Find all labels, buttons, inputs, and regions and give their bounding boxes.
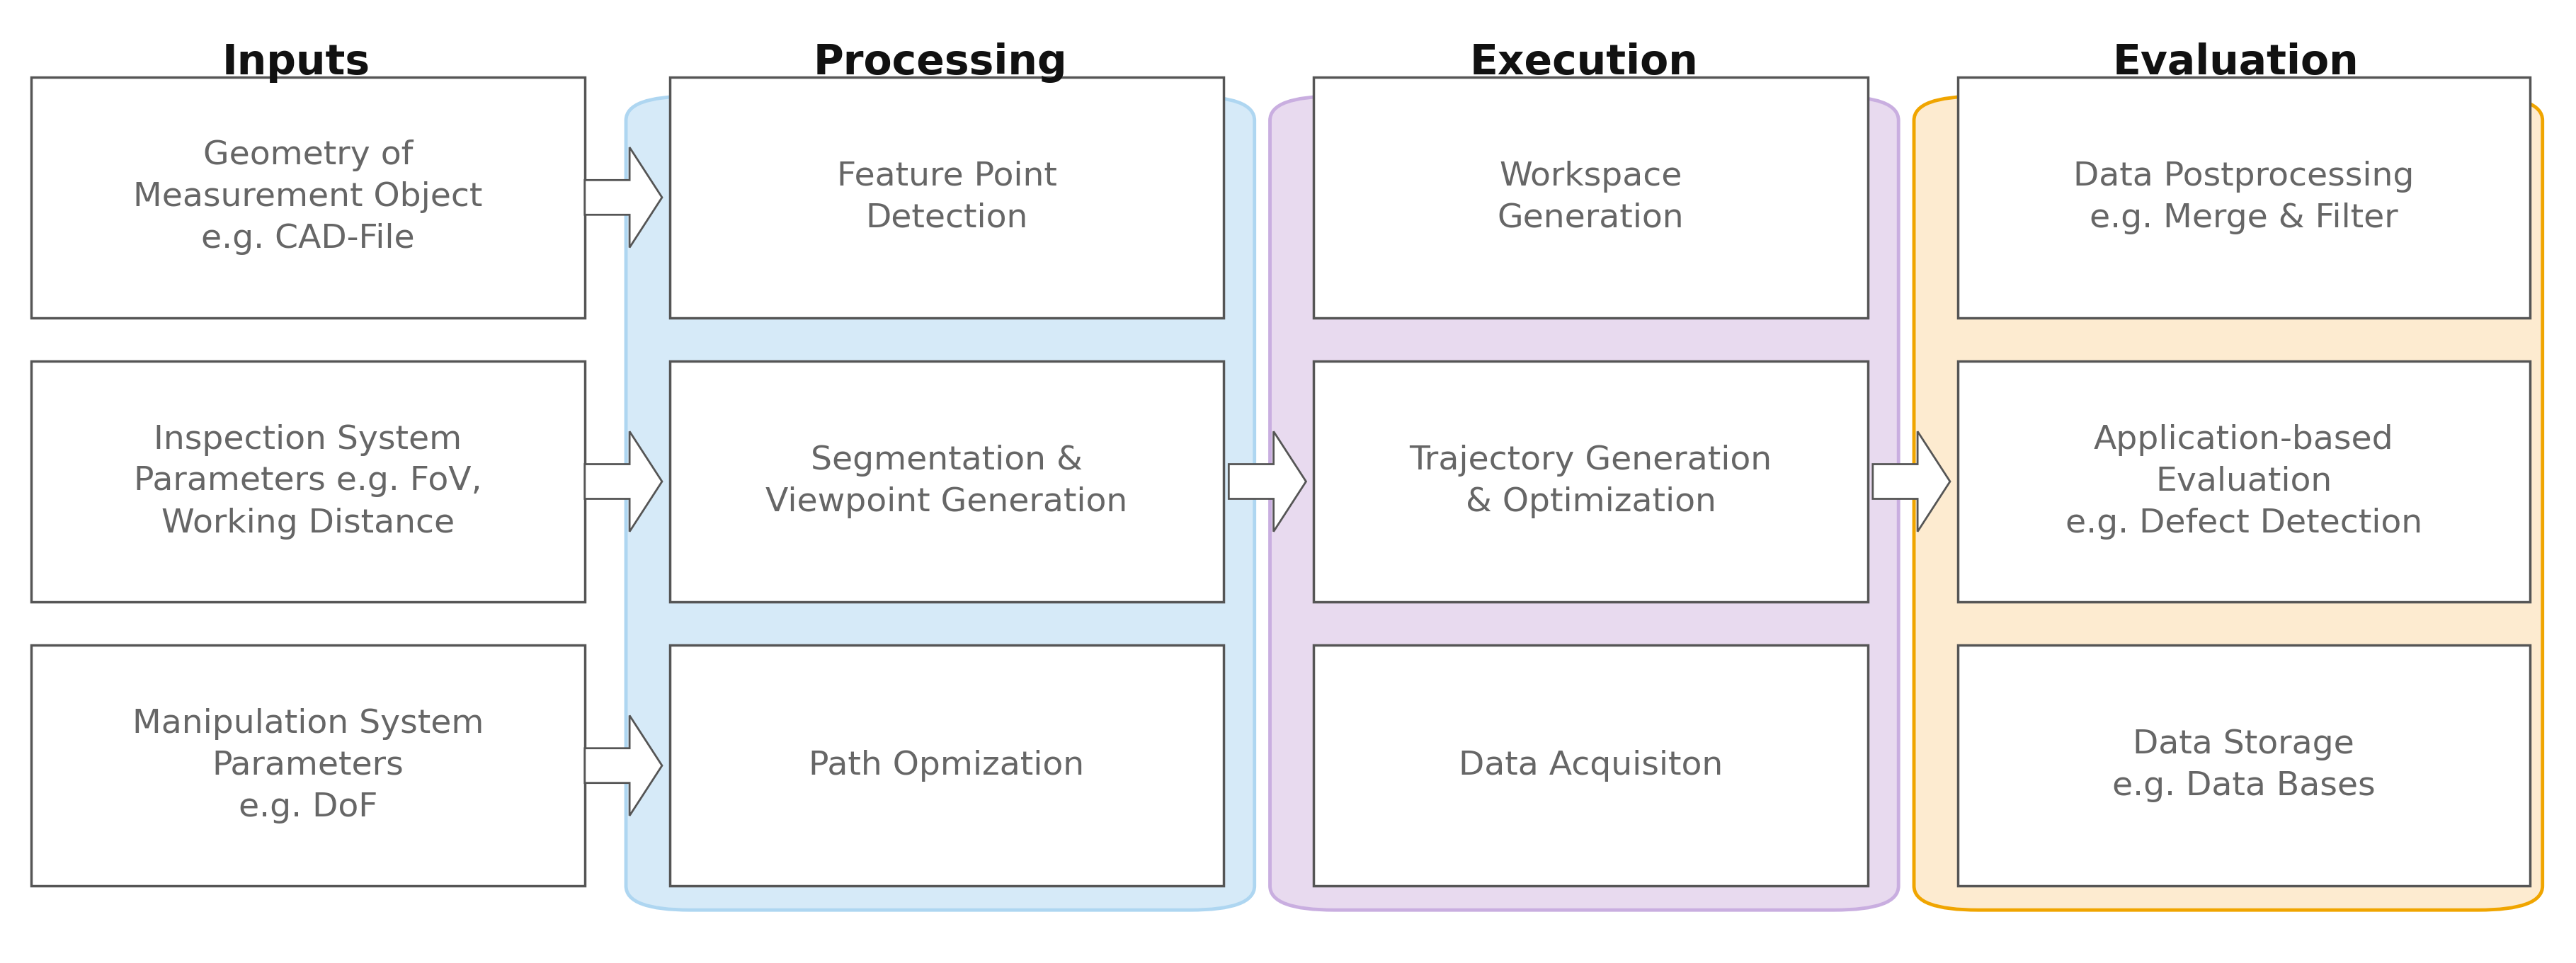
FancyBboxPatch shape bbox=[1270, 96, 1899, 910]
Text: Inputs: Inputs bbox=[222, 42, 371, 83]
Text: Trajectory Generation
& Optimization: Trajectory Generation & Optimization bbox=[1409, 445, 1772, 518]
FancyBboxPatch shape bbox=[1314, 645, 1868, 886]
Polygon shape bbox=[585, 147, 662, 247]
Text: Workspace
Generation: Workspace Generation bbox=[1497, 161, 1685, 234]
Polygon shape bbox=[1873, 431, 1950, 532]
FancyBboxPatch shape bbox=[670, 361, 1224, 602]
FancyBboxPatch shape bbox=[1958, 77, 2530, 318]
Text: Execution: Execution bbox=[1471, 42, 1698, 83]
Text: Manipulation System
Parameters
e.g. DoF: Manipulation System Parameters e.g. DoF bbox=[131, 708, 484, 823]
Polygon shape bbox=[1229, 431, 1306, 532]
FancyBboxPatch shape bbox=[1958, 645, 2530, 886]
FancyBboxPatch shape bbox=[670, 77, 1224, 318]
FancyBboxPatch shape bbox=[626, 96, 1255, 910]
Text: Data Acquisiton: Data Acquisiton bbox=[1458, 749, 1723, 782]
Text: Feature Point
Detection: Feature Point Detection bbox=[837, 161, 1056, 234]
Text: Segmentation &
Viewpoint Generation: Segmentation & Viewpoint Generation bbox=[765, 445, 1128, 518]
Text: Geometry of
Measurement Object
e.g. CAD-File: Geometry of Measurement Object e.g. CAD-… bbox=[134, 140, 482, 255]
Text: Processing: Processing bbox=[814, 42, 1066, 83]
Polygon shape bbox=[585, 716, 662, 816]
FancyBboxPatch shape bbox=[1958, 361, 2530, 602]
FancyBboxPatch shape bbox=[670, 645, 1224, 886]
FancyBboxPatch shape bbox=[31, 361, 585, 602]
Text: Application-based
Evaluation
e.g. Defect Detection: Application-based Evaluation e.g. Defect… bbox=[2066, 424, 2421, 539]
FancyBboxPatch shape bbox=[31, 77, 585, 318]
Text: Data Postprocessing
e.g. Merge & Filter: Data Postprocessing e.g. Merge & Filter bbox=[2074, 161, 2414, 234]
Text: Data Storage
e.g. Data Bases: Data Storage e.g. Data Bases bbox=[2112, 729, 2375, 802]
FancyBboxPatch shape bbox=[31, 645, 585, 886]
Text: Path Opmization: Path Opmization bbox=[809, 749, 1084, 782]
FancyBboxPatch shape bbox=[1314, 77, 1868, 318]
FancyBboxPatch shape bbox=[1314, 361, 1868, 602]
FancyBboxPatch shape bbox=[1914, 96, 2543, 910]
Polygon shape bbox=[585, 431, 662, 532]
Text: Inspection System
Parameters e.g. FoV,
Working Distance: Inspection System Parameters e.g. FoV, W… bbox=[134, 424, 482, 539]
Text: Evaluation: Evaluation bbox=[2112, 42, 2360, 83]
